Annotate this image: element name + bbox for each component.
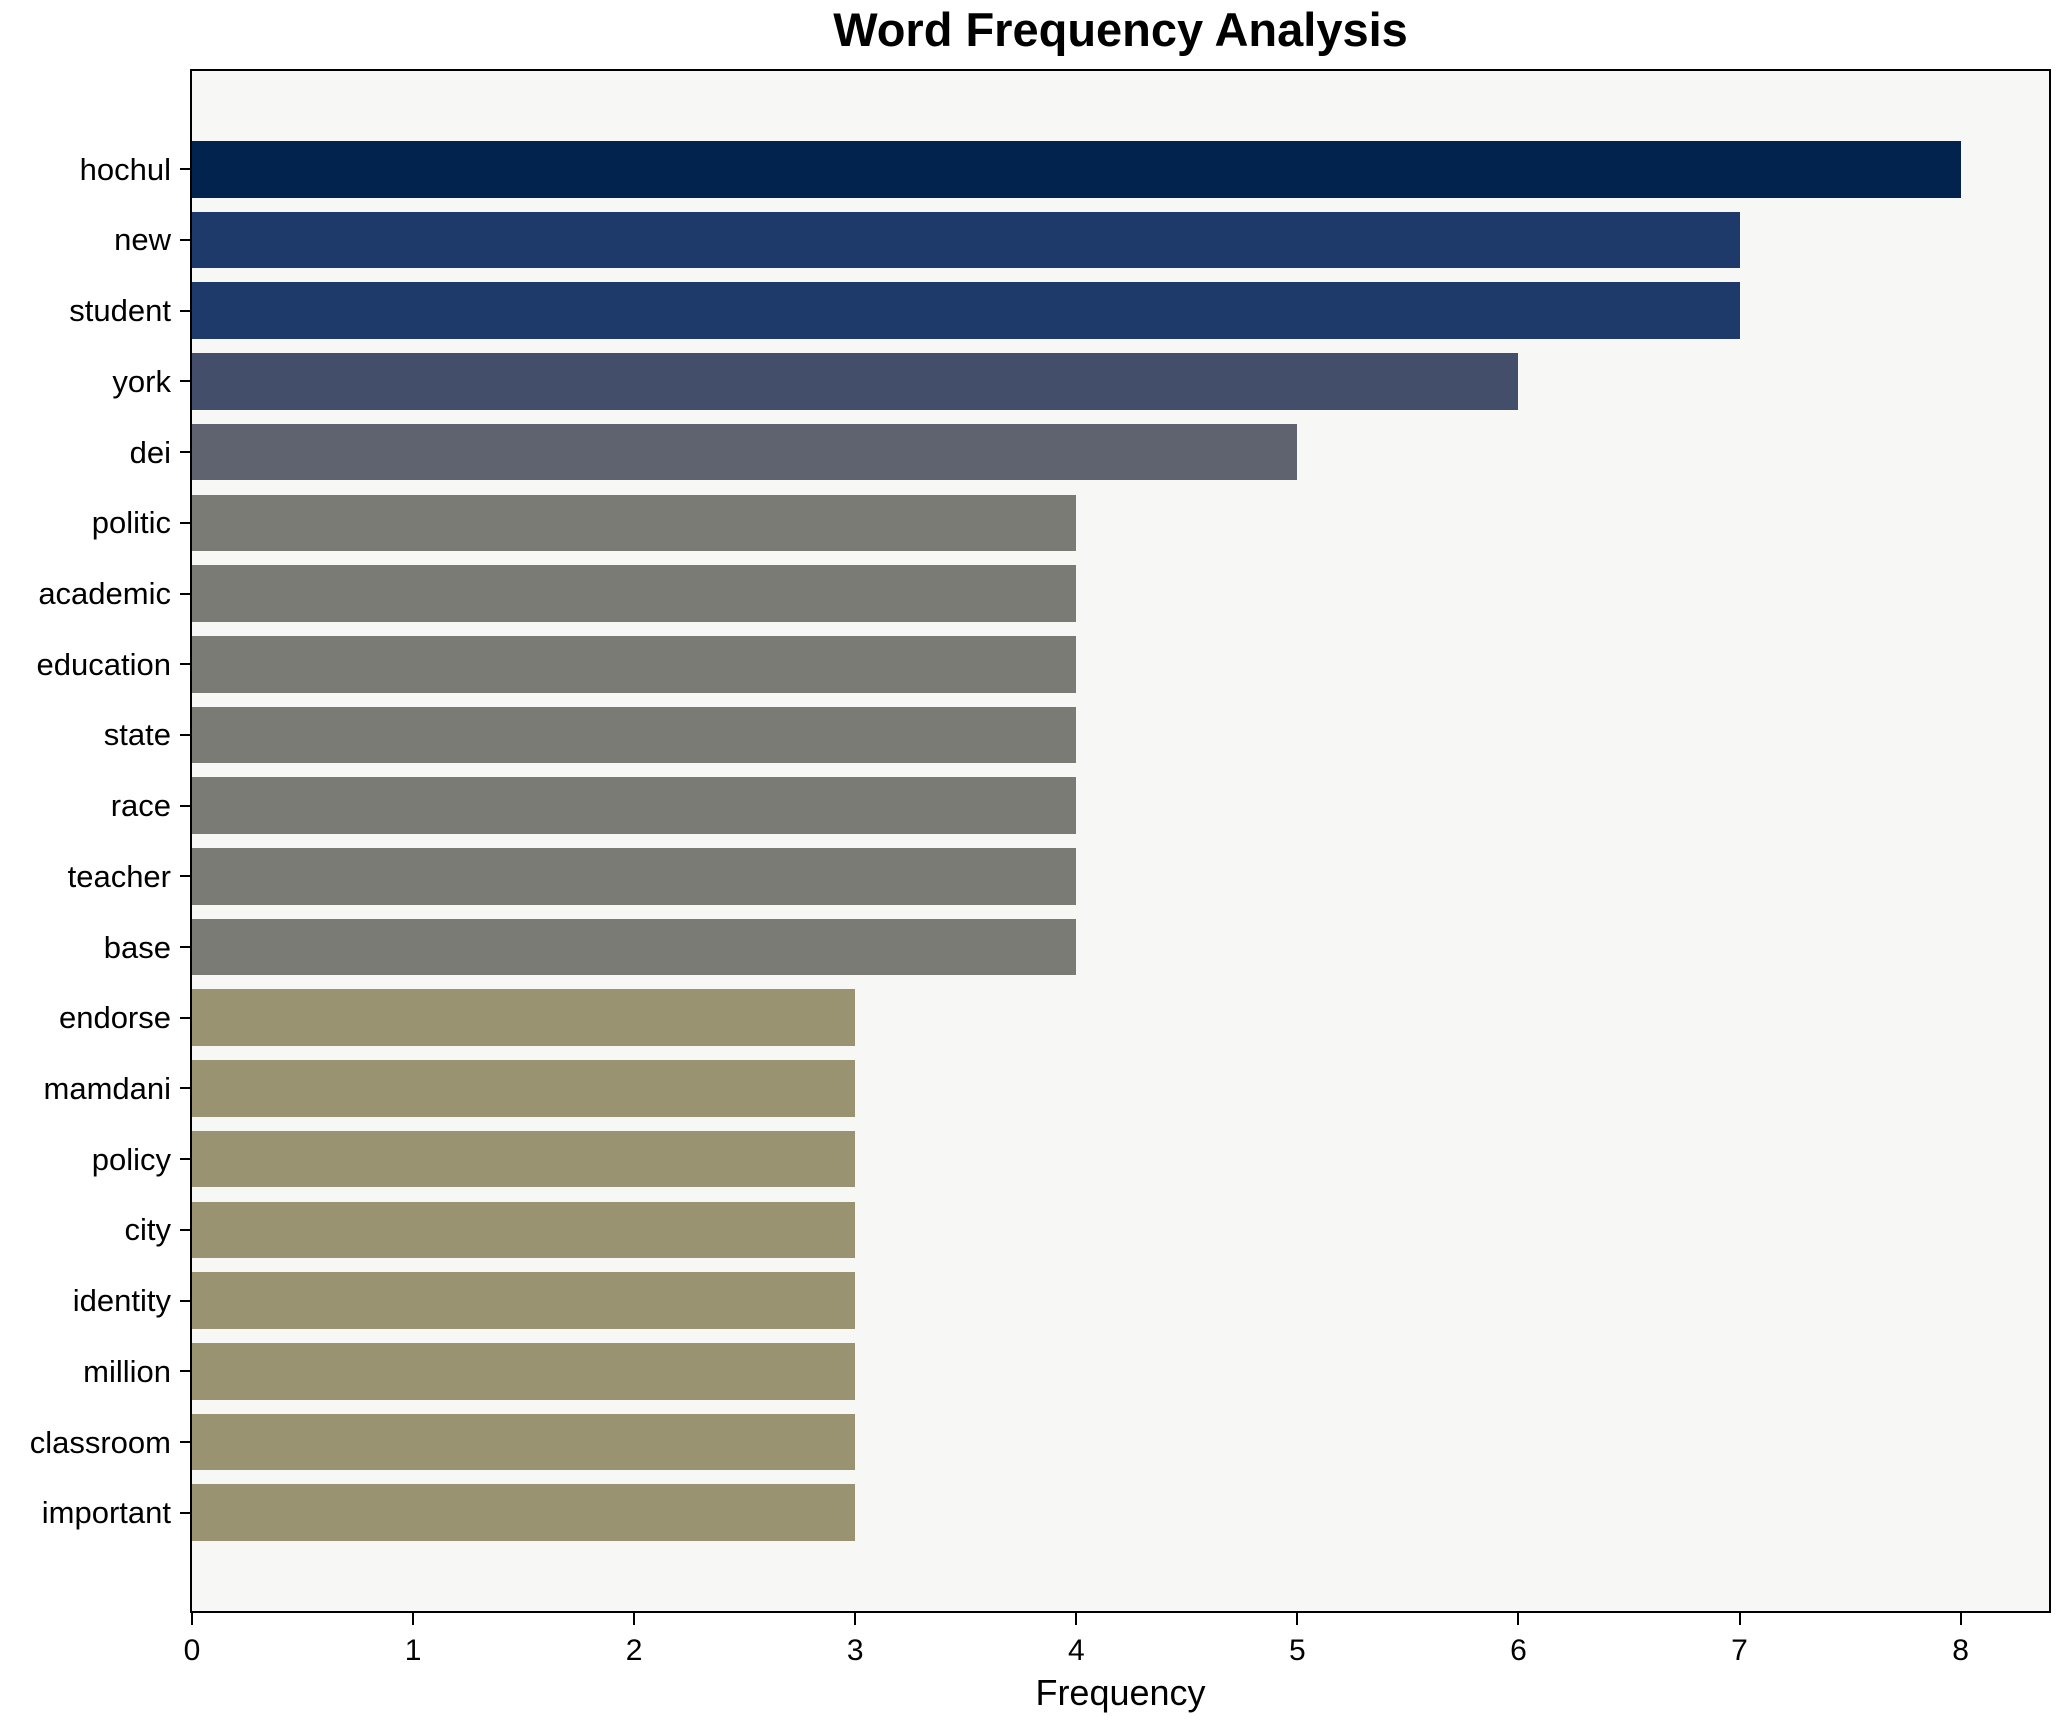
bar-city bbox=[192, 1201, 856, 1259]
bar-academic bbox=[192, 565, 1077, 622]
y-tick-mark bbox=[180, 1441, 192, 1443]
bar-base bbox=[192, 918, 1077, 976]
bar-endorse bbox=[192, 989, 856, 1047]
bar-important bbox=[192, 1484, 856, 1541]
x-tick-mark bbox=[1517, 1613, 1520, 1625]
y-axis-label: hochul bbox=[79, 151, 171, 187]
y-axis-label: race bbox=[110, 788, 171, 824]
x-tick-label: 2 bbox=[625, 1634, 643, 1667]
x-tick-label: 8 bbox=[1952, 1634, 1969, 1667]
y-axis-label: dei bbox=[129, 434, 171, 470]
y-tick-mark bbox=[180, 663, 192, 666]
y-axis-label: teacher bbox=[67, 858, 171, 894]
x-tick-label: 4 bbox=[1067, 1634, 1085, 1667]
y-tick-mark bbox=[180, 804, 192, 807]
y-axis-label: base bbox=[103, 929, 171, 965]
x-tick-mark bbox=[633, 1613, 636, 1625]
y-tick-mark bbox=[180, 309, 192, 312]
y-axis-label: city bbox=[124, 1212, 172, 1248]
y-axis-label: new bbox=[114, 222, 171, 258]
bar-race bbox=[192, 777, 1077, 834]
y-axis-label: student bbox=[69, 293, 171, 329]
y-axis-label: politic bbox=[91, 505, 171, 541]
bar-new bbox=[192, 211, 1740, 269]
y-axis-label: endorse bbox=[58, 1000, 171, 1036]
bar-hochul bbox=[192, 141, 1961, 198]
y-tick-mark bbox=[180, 946, 192, 949]
y-tick-mark bbox=[180, 168, 192, 171]
bar-york bbox=[192, 353, 1519, 410]
bar-million bbox=[192, 1343, 856, 1400]
y-tick-mark bbox=[180, 451, 192, 454]
x-tick-mark bbox=[412, 1613, 415, 1625]
x-tick-mark bbox=[1738, 1613, 1741, 1625]
x-tick-mark bbox=[191, 1613, 193, 1625]
x-tick-label: 3 bbox=[846, 1634, 864, 1667]
y-axis-label: policy bbox=[91, 1141, 171, 1177]
y-axis-label: million bbox=[83, 1353, 171, 1389]
bar-dei bbox=[192, 423, 1298, 481]
y-tick-mark bbox=[180, 875, 192, 878]
x-tick-label: 0 bbox=[183, 1634, 201, 1667]
y-axis-label: state bbox=[103, 717, 171, 753]
y-axis-label: academic bbox=[38, 576, 171, 612]
bar-policy bbox=[192, 1130, 856, 1188]
y-axis-label: mamdani bbox=[43, 1070, 172, 1106]
y-tick-mark bbox=[180, 733, 192, 736]
bar-politic bbox=[192, 494, 1077, 552]
x-tick-label: 5 bbox=[1289, 1634, 1306, 1667]
y-tick-mark bbox=[180, 1016, 192, 1019]
y-tick-mark bbox=[180, 1511, 192, 1514]
y-axis-label: important bbox=[41, 1495, 171, 1531]
bar-identity bbox=[192, 1272, 856, 1329]
y-tick-mark bbox=[180, 1087, 192, 1090]
y-tick-mark bbox=[180, 1158, 192, 1161]
y-tick-mark bbox=[180, 1228, 192, 1231]
x-tick-label: 6 bbox=[1510, 1634, 1527, 1667]
y-tick-mark bbox=[180, 238, 192, 241]
bar-teacher bbox=[192, 848, 1077, 905]
bar-education bbox=[192, 635, 1077, 693]
x-tick-label: 1 bbox=[404, 1634, 422, 1667]
y-tick-mark bbox=[180, 1370, 192, 1373]
x-tick-mark bbox=[854, 1613, 857, 1625]
y-axis-label: york bbox=[112, 363, 171, 399]
x-tick-mark bbox=[1075, 1613, 1078, 1625]
x-tick-mark bbox=[1959, 1613, 1962, 1625]
chart-title: Word Frequency Analysis bbox=[833, 3, 1408, 56]
y-axis-label: identity bbox=[72, 1283, 171, 1319]
y-tick-mark bbox=[180, 380, 192, 383]
y-axis-label: education bbox=[36, 646, 171, 682]
plot-area bbox=[190, 69, 2051, 1613]
bar-student bbox=[192, 282, 1740, 339]
y-axis-label: classroom bbox=[29, 1424, 171, 1460]
bar-classroom bbox=[192, 1413, 856, 1471]
y-tick-mark bbox=[180, 592, 192, 595]
y-tick-mark bbox=[180, 521, 192, 524]
bar-state bbox=[192, 706, 1077, 764]
x-axis-label: Frequency bbox=[1035, 1672, 1206, 1713]
y-tick-mark bbox=[180, 1299, 192, 1302]
x-tick-label: 7 bbox=[1731, 1634, 1748, 1667]
bar-mamdani bbox=[192, 1060, 856, 1117]
x-tick-mark bbox=[1296, 1613, 1299, 1625]
